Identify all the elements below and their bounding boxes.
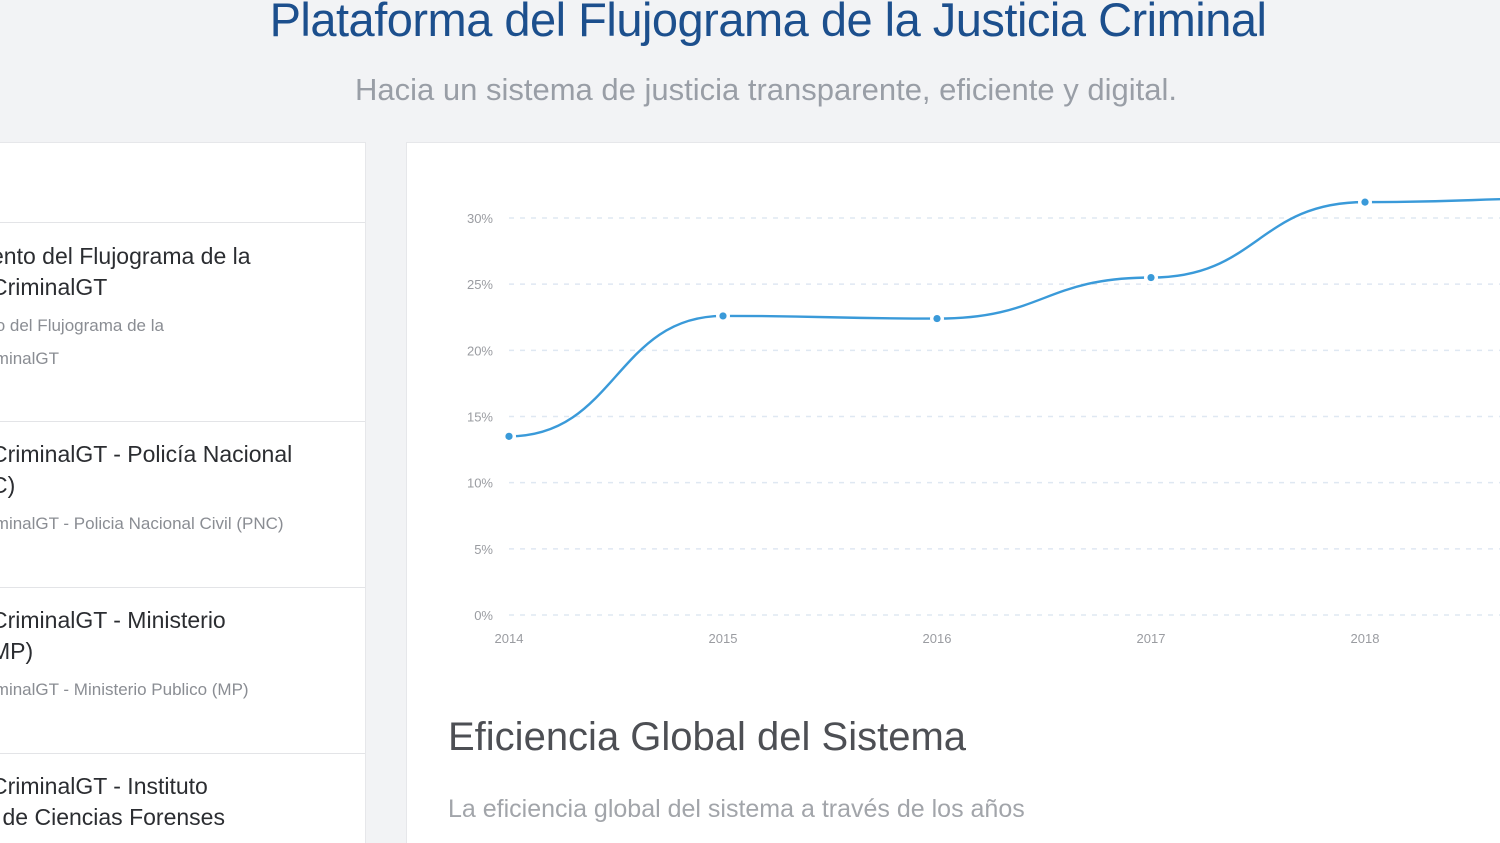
y-tick-label: 30% [467, 211, 493, 226]
list-item-subtitle: iminalGT [0, 349, 60, 368]
list-item-subtitle: iminalGT - Policia Nacional Civil (PNC) [0, 514, 284, 533]
list-item-title-line: MP) [0, 638, 34, 664]
flowchart-list-panel: ento del Flujograma de la CriminalGT to … [0, 142, 366, 843]
list-item[interactable]: CriminalGT - Instituto l de Ciencias For… [0, 753, 365, 843]
list-item-title-line: CriminalGT [0, 274, 108, 300]
list-item[interactable]: CriminalGT - Policía Nacional C) iminalG… [0, 421, 365, 587]
list-item[interactable]: CriminalGT - Ministerio MP) iminalGT - M… [0, 587, 365, 753]
list-item-title-line: CriminalGT - Policía Nacional [0, 441, 293, 467]
y-tick-label: 0% [474, 608, 493, 623]
list-item-subtitle: iminalGT - Ministerio Publico (MP) [0, 680, 249, 699]
list-item-title-line: C) [0, 472, 16, 498]
y-tick-label: 20% [467, 343, 493, 358]
list-item-title-line: ento del Flujograma de la [0, 243, 251, 269]
list-item-title: CriminalGT - Instituto [0, 771, 355, 802]
y-tick-label: 15% [467, 410, 493, 425]
list-item-title: CriminalGT - Ministerio [0, 605, 355, 636]
x-tick-label: 2017 [1137, 631, 1166, 646]
x-tick-label: 2018 [1351, 631, 1380, 646]
chart-section-description: La eficiencia global del sistema a travé… [448, 795, 1025, 823]
data-point [1361, 198, 1369, 206]
list-item-title: C) [0, 470, 355, 501]
y-tick-label: 25% [467, 277, 493, 292]
list-item-title: ento del Flujograma de la [0, 241, 355, 272]
page-subtitle: Hacia un sistema de justicia transparent… [355, 72, 1177, 107]
y-tick-label: 5% [474, 542, 493, 557]
list-item-title: CriminalGT [0, 272, 355, 303]
efficiency-line-chart: 0% 5% 10% 15% 20% 25% 30% 2014 2015 2016 2017 2018 [467, 195, 1500, 646]
x-tick-label: 2015 [709, 631, 738, 646]
chart-section-title: Eficiencia Global del Sistema [448, 715, 967, 759]
list-item-title-line: CriminalGT - Ministerio [0, 607, 226, 633]
x-tick-label: 2016 [923, 631, 952, 646]
list-item-title-line: l de Ciencias Forenses [0, 804, 225, 830]
list-item-title: l de Ciencias Forenses [0, 802, 355, 833]
list-item-subtitle: to del Flujograma de la [0, 316, 164, 335]
list-item-title: MP) [0, 636, 355, 667]
series-line [508, 197, 1500, 438]
efficiency-chart-card: 0% 5% 10% 15% 20% 25% 30% 2014 2015 2016 2017 2018 … [406, 142, 1500, 843]
page-title: Plataforma del Flujograma de la Justicia… [269, 0, 1267, 46]
data-point [1147, 273, 1155, 282]
data-point [719, 312, 727, 320]
data-point [933, 314, 941, 323]
list-item-title: CriminalGT - Policía Nacional [0, 439, 355, 470]
list-item[interactable]: ento del Flujograma de la CriminalGT to … [0, 222, 365, 421]
y-tick-label: 10% [467, 476, 493, 491]
data-point [505, 432, 513, 440]
list-item-title-line: CriminalGT - Instituto [0, 773, 208, 799]
x-tick-label: 2014 [495, 631, 524, 646]
